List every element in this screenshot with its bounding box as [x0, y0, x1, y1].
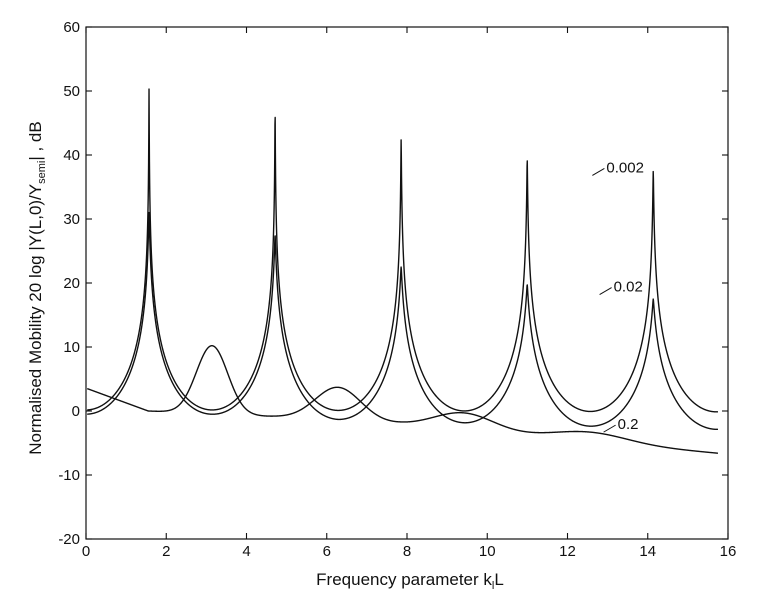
annotation-leader-0-02 — [599, 287, 612, 295]
x-tick-label: 12 — [559, 543, 576, 560]
x-tick-label: 2 — [162, 543, 170, 560]
x-tick-label: 14 — [639, 543, 656, 560]
x-tick-label: 4 — [242, 543, 250, 560]
series-line-0-02 — [86, 211, 719, 431]
y-tick-label: 0 — [72, 403, 80, 420]
annotation-leader-0-2 — [603, 424, 616, 433]
x-tick-label: 6 — [323, 543, 331, 560]
annotation-label-0-02: 0.02 — [614, 279, 643, 296]
y-tick-label: 60 — [63, 19, 80, 36]
y-tick-label: 40 — [63, 147, 80, 164]
axis-ticks: 0 2 4 6 8 10 12 14 16 -20 -10 0 10 20 30 40 50 60 — [58, 19, 736, 560]
series-line-0-002 — [86, 88, 719, 413]
y-tick-label: 50 — [63, 83, 80, 100]
series-line-0-2 — [86, 345, 719, 454]
y-tick-label: 30 — [63, 211, 80, 228]
x-tick-label: 16 — [720, 543, 737, 560]
annotation-label-0-2: 0.2 — [618, 416, 639, 433]
y-tick-label: 10 — [63, 339, 80, 356]
x-tick-label: 10 — [479, 543, 496, 560]
annotation-label-0-002: 0.002 — [606, 159, 644, 176]
x-tick-label: 0 — [82, 543, 90, 560]
y-tick-label: -20 — [58, 531, 80, 548]
y-tick-label: -10 — [58, 467, 80, 484]
annotation-leader-0-002 — [592, 168, 605, 176]
x-axis-label: Frequency parameter klL — [316, 570, 504, 592]
y-axis-label: Normalised Mobility 20 log |Y(L,0)/Ysemi… — [26, 121, 48, 454]
x-tick-label: 8 — [403, 543, 411, 560]
annotations: 0.002 0.02 0.2 — [592, 159, 644, 433]
y-tick-label: 20 — [63, 275, 80, 292]
series-group — [86, 88, 719, 454]
